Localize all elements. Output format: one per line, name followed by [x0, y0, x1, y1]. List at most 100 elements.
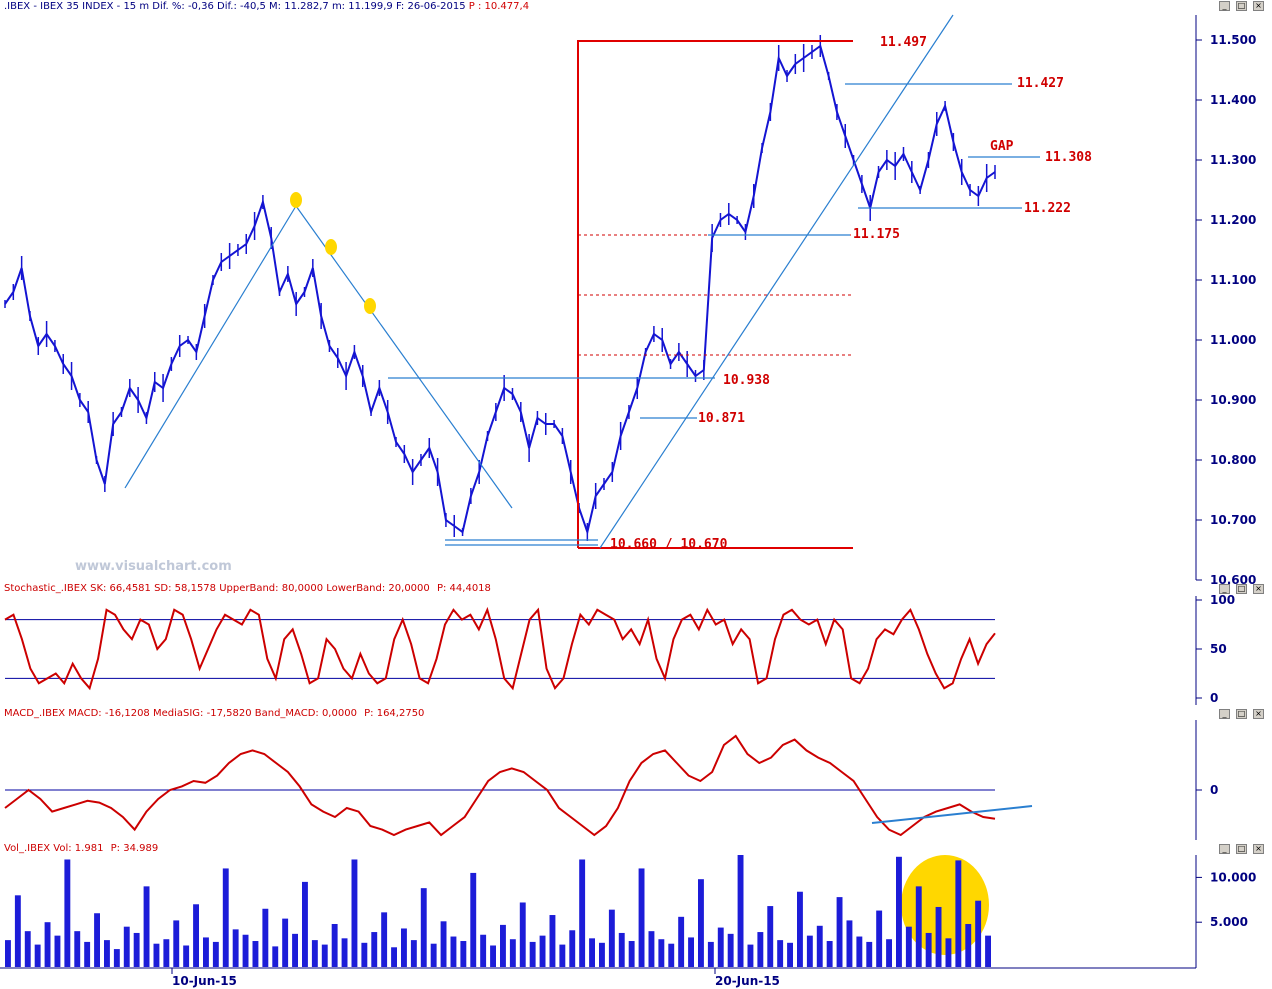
volume-bar [311, 940, 318, 967]
volume-bar [549, 915, 556, 967]
stoch-tick-label: 100 [1210, 593, 1235, 607]
volume-bar [608, 909, 615, 967]
volume-title: Vol_.IBEX Vol: 1.981 [4, 843, 104, 854]
price-tick-label: 11.000 [1210, 333, 1256, 347]
volume-bar [212, 941, 219, 967]
volume-bar [539, 935, 546, 967]
volume-restore-button[interactable]: □ [1236, 844, 1247, 854]
volume-bar [886, 939, 892, 967]
restore-button[interactable]: □ [1236, 1, 1247, 11]
stochastic-header: Stochastic_.IBEX SK: 66,4581 SD: 58,1578… [0, 582, 1272, 596]
volume-bar [153, 943, 160, 967]
level-label: 10.660 / 10.670 [610, 537, 728, 552]
stochastic-close-button[interactable]: × [1253, 584, 1264, 594]
volume-close-button[interactable]: × [1253, 844, 1264, 854]
volume-bar [876, 910, 883, 967]
volume-bar [509, 939, 516, 967]
trend-line [599, 14, 954, 549]
price-tick-label: 10.600 [1210, 573, 1256, 587]
volume-bar [410, 940, 417, 967]
close-button[interactable]: × [1253, 1, 1264, 11]
volume-bar [183, 945, 190, 967]
watermark-text: www.visualchart.com [75, 559, 232, 574]
macd-minimize-button[interactable]: _ [1219, 709, 1230, 719]
volume-bar [767, 906, 774, 967]
volume-bar [173, 920, 180, 967]
stoch-tick-label: 0 [1210, 691, 1218, 705]
volume-minimize-button[interactable]: _ [1219, 844, 1230, 854]
x-tick-label: 10-Jun-15 [172, 974, 237, 988]
volume-bar [331, 923, 338, 967]
minimize-button[interactable]: _ [1219, 1, 1230, 11]
stochastic-restore-button[interactable]: □ [1236, 584, 1247, 594]
volume-bar [133, 932, 140, 967]
macd-close-button[interactable]: × [1253, 709, 1264, 719]
price-tick-label: 11.300 [1210, 153, 1256, 167]
volume-bar [94, 913, 100, 967]
volume-bar [737, 855, 744, 967]
level-label: 10.938 [723, 373, 770, 388]
volume-bar [64, 859, 71, 967]
pivot-marker [325, 239, 337, 255]
volume-bar [846, 920, 853, 967]
volume-bar [24, 931, 31, 967]
volume-bar [460, 941, 467, 967]
macd-restore-button[interactable]: □ [1236, 709, 1247, 719]
volume-bar [302, 881, 308, 967]
volume-header: Vol_.IBEX Vol: 1.981 P: 34.989 [0, 842, 1272, 856]
stochastic-minimize-button[interactable]: _ [1219, 584, 1230, 594]
volume-tick-label: 5.000 [1210, 915, 1248, 929]
volume-bar [896, 856, 902, 967]
volume-bar [965, 923, 972, 967]
volume-bar [5, 940, 11, 967]
volume-bar [490, 945, 496, 967]
x-tick-label: 20-Jun-15 [715, 974, 780, 988]
volume-bar [975, 900, 982, 967]
volume-bar [717, 927, 724, 967]
price-readout: P : 10.477,4 [468, 1, 530, 12]
volume-bar [371, 932, 378, 967]
volume-bar [34, 944, 41, 967]
volume-bar [727, 933, 734, 967]
price-tick-label: 11.400 [1210, 93, 1256, 107]
volume-bar [826, 941, 833, 967]
macd-tick-label: 0 [1210, 783, 1218, 797]
volume-bar [470, 872, 477, 967]
volume-bar [480, 934, 487, 967]
volume-bar [104, 940, 110, 967]
volume-bar [381, 912, 388, 967]
gap-label: GAP [990, 139, 1014, 154]
volume-bar [401, 928, 407, 967]
volume-bar [341, 938, 348, 967]
volume-bar [628, 941, 635, 967]
price-tick-label: 11.200 [1210, 213, 1256, 227]
price-tick-label: 10.900 [1210, 393, 1256, 407]
volume-bar [262, 908, 269, 967]
macd-line [4, 734, 996, 837]
volume-bar [123, 926, 130, 967]
volume-bar [361, 942, 368, 967]
macd-header: MACD_.IBEX MACD: -16,1208 MediaSIG: -17,… [0, 707, 1272, 721]
volume-bar [589, 938, 595, 967]
volume-bar [915, 886, 922, 967]
macd-divergence-line [871, 805, 1033, 824]
main-chart-header: .IBEX - IBEX 35 INDEX - 15 m Dif. %: -0,… [0, 0, 1272, 14]
volume-bar [797, 891, 803, 967]
price-tick-label: 10.700 [1210, 513, 1256, 527]
main-chart-title: .IBEX - IBEX 35 INDEX - 15 m Dif. %: -0,… [4, 1, 466, 12]
volume-bar [747, 944, 754, 967]
volume-bar [440, 921, 447, 967]
volume-bar [272, 946, 279, 967]
volume-bar [222, 868, 229, 967]
level-label: 11.308 [1045, 150, 1092, 165]
level-label: 11.497 [880, 35, 927, 50]
volume-bar [579, 859, 586, 967]
volume-bar [698, 879, 704, 967]
volume-bar [618, 932, 625, 967]
volume-bar [856, 936, 863, 967]
volume-bar [242, 934, 249, 967]
volume-bar [599, 942, 605, 967]
volume-bar [985, 935, 991, 967]
volume-bar [84, 941, 91, 967]
volume-bar [519, 902, 526, 967]
